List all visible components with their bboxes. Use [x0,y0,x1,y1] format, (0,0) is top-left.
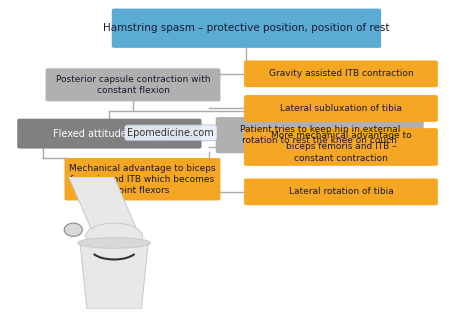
Text: Lateral rotation of tibia: Lateral rotation of tibia [289,187,393,196]
FancyBboxPatch shape [244,60,438,87]
FancyBboxPatch shape [64,158,220,200]
Text: Patient tries to keep hip in external
rotation to rest the knee on couch: Patient tries to keep hip in external ro… [239,125,400,145]
FancyBboxPatch shape [17,119,201,149]
Text: Flexed attitude of knee: Flexed attitude of knee [53,129,166,139]
Text: Gravity assisted ITB contraction: Gravity assisted ITB contraction [269,69,413,78]
FancyBboxPatch shape [216,117,424,153]
Text: Mechanical advantage to biceps
femoris and ITB which becomes
joint flexors: Mechanical advantage to biceps femoris a… [69,164,216,195]
Text: Lateral subluxation of tibia: Lateral subluxation of tibia [280,104,402,113]
Text: More mechanical advantage to
biceps femoris and ITB –
constant contraction: More mechanical advantage to biceps femo… [271,131,411,163]
FancyBboxPatch shape [244,95,438,122]
FancyBboxPatch shape [244,179,438,205]
FancyBboxPatch shape [112,9,381,48]
Text: Posterior capsule contraction with
constant flexion: Posterior capsule contraction with const… [56,75,210,95]
Text: Hamstring spasm – protective position, position of rest: Hamstring spasm – protective position, p… [103,23,390,33]
FancyBboxPatch shape [46,68,220,101]
Text: Epomedicine.com: Epomedicine.com [128,128,214,138]
FancyBboxPatch shape [244,128,438,166]
